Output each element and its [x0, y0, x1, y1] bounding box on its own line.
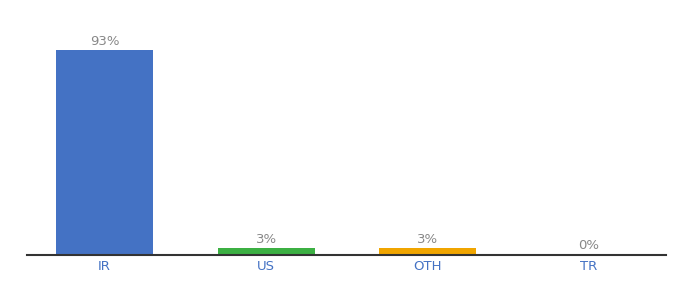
Bar [218, 248, 315, 255]
Bar [379, 248, 476, 255]
Text: 93%: 93% [90, 35, 120, 48]
Text: 3%: 3% [256, 233, 277, 246]
Bar [56, 50, 153, 255]
Text: 3%: 3% [417, 233, 438, 246]
Text: 0%: 0% [579, 239, 600, 252]
